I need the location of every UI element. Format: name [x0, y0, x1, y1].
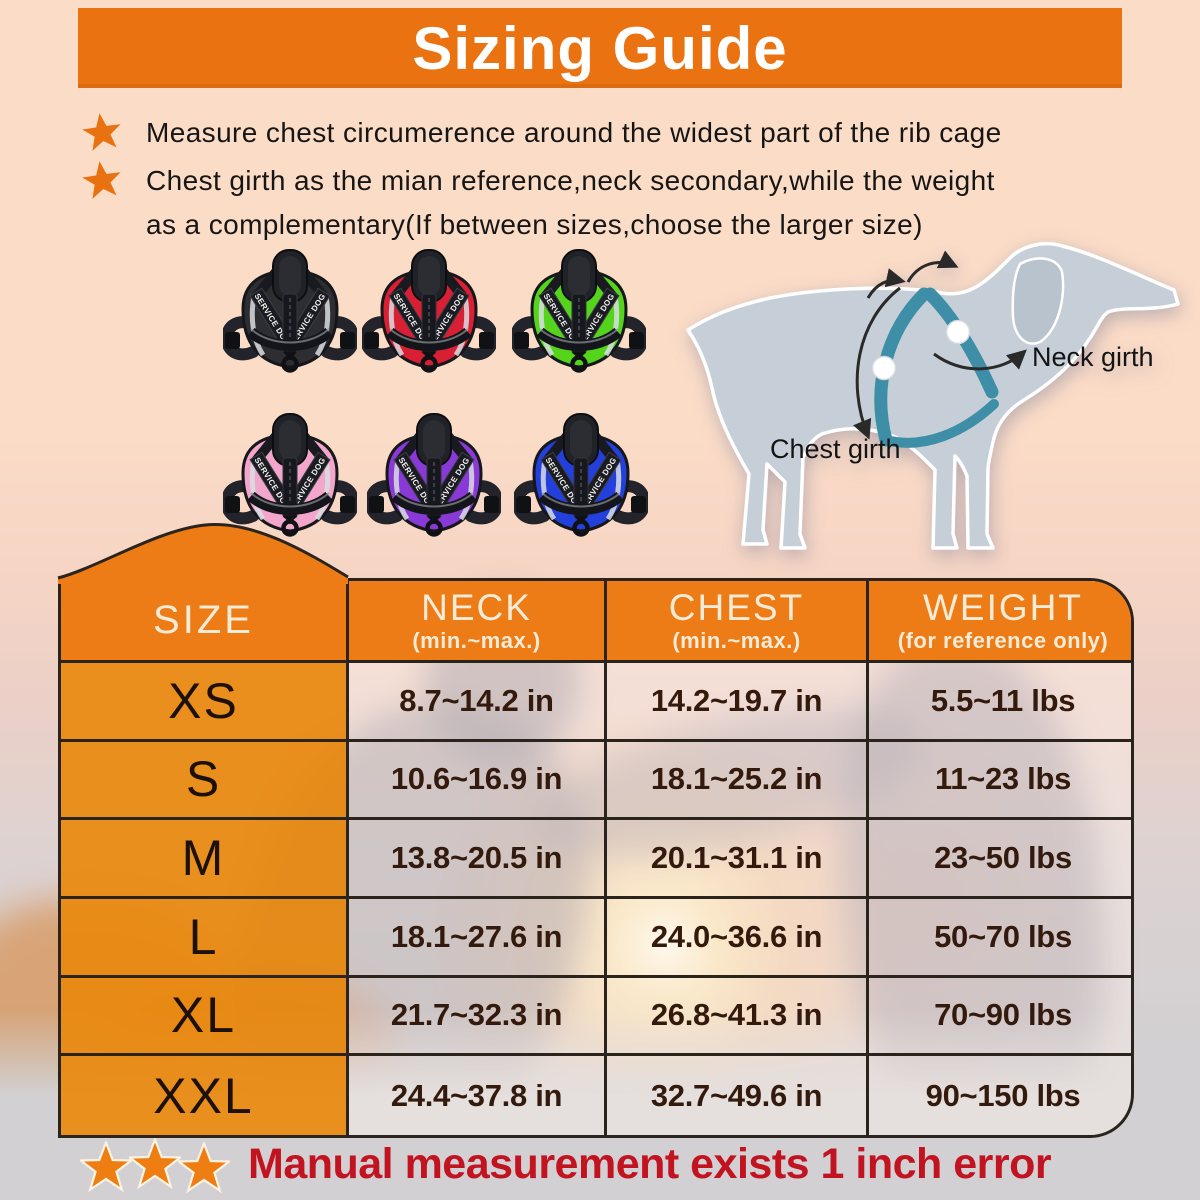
weight-cell: 5.5~11 lbs	[869, 663, 1131, 742]
harness-handle-pad	[423, 420, 445, 460]
measurement-error-note: Manual measurement exists 1 inch error	[248, 1140, 1052, 1188]
harness-right-buckle	[484, 496, 499, 513]
size-cell: M	[61, 820, 349, 899]
neck-arrow-bottom	[933, 349, 1027, 371]
harness-handle-pad	[570, 420, 592, 460]
chest-cell: 14.2~19.7 in	[607, 663, 869, 742]
chest-arrow-top	[866, 268, 906, 299]
chest-strap-edge	[389, 328, 469, 344]
harness-handle-pad	[279, 256, 301, 296]
harness-handle-pad	[279, 420, 301, 460]
neck-cell: 13.8~20.5 in	[349, 820, 607, 899]
harness-pink: SERVICE DOG SERVICE DOG	[223, 413, 357, 537]
harness-left-buckle	[225, 332, 240, 349]
leash-ring	[281, 519, 299, 537]
chest-cell: 20.1~31.1 in	[607, 820, 869, 899]
title-banner: Sizing Guide	[78, 8, 1122, 88]
chest-cell: 32.7~49.6 in	[607, 1056, 869, 1135]
neck-measure-point	[945, 319, 971, 345]
neck-cell: 10.6~16.9 in	[349, 741, 607, 821]
harness-right-buckle	[631, 496, 646, 513]
harness-right-buckle	[340, 332, 355, 349]
harness-left-buckle	[364, 332, 379, 349]
size-column-hump	[57, 522, 349, 584]
neck-cell: 24.4~37.8 in	[349, 1056, 607, 1135]
size-cell: XXL	[61, 1056, 349, 1135]
harness-left-buckle	[225, 496, 240, 513]
chest-strap	[536, 327, 622, 351]
weight-cell: 70~90 lbs	[869, 977, 1131, 1057]
harness-left-buckle	[514, 332, 529, 349]
star-icon	[82, 113, 121, 151]
size-cell: XS	[61, 663, 349, 742]
harness-left-buckle	[369, 496, 384, 513]
neck-cell: 18.1~27.6 in	[349, 898, 607, 978]
header-chest: CHEST (min.~max.)	[607, 581, 869, 663]
harness-right-buckle	[340, 496, 355, 513]
weight-cell: 23~50 lbs	[869, 820, 1131, 899]
harness-right-buckle	[479, 332, 494, 349]
harness-bottom-band	[881, 399, 999, 448]
star-icon	[129, 1138, 181, 1189]
harness-handle-pad	[418, 256, 440, 296]
neck-girth-label: Neck girth	[1032, 342, 1154, 372]
weight-cell: 90~150 lbs	[869, 1056, 1131, 1135]
chest-arrow-main	[853, 286, 901, 440]
header-size: SIZE	[61, 581, 349, 663]
neck-cell: 8.7~14.2 in	[349, 663, 607, 742]
dog-ear	[1011, 257, 1065, 345]
chest-strap-edge	[539, 328, 619, 344]
harness-right-buckle	[629, 332, 644, 349]
chest-girth-label: Chest girth	[770, 434, 901, 464]
harness-blue: SERVICE DOG SERVICE DOG	[514, 413, 648, 537]
star-icon	[178, 1142, 230, 1193]
harness-purple: SERVICE DOG SERVICE DOG	[367, 413, 501, 537]
neck-arrow-top	[906, 250, 959, 283]
leash-ring	[425, 519, 443, 537]
size-cell: XL	[61, 977, 349, 1057]
header-neck: NECK (min.~max.)	[349, 581, 607, 663]
chest-strap-edge	[541, 492, 621, 508]
harness-left-buckle	[516, 496, 531, 513]
chest-strap	[538, 491, 624, 515]
bullet-text-2b: as a complementary(If between sizes,choo…	[146, 209, 923, 240]
dog-measurement-diagram: Neck girth Chest girth	[686, 241, 1180, 550]
harness-handle-pad	[568, 256, 590, 296]
size-cell: L	[61, 898, 349, 978]
chest-strap-edge	[394, 492, 474, 508]
page-title: Sizing Guide	[412, 14, 788, 82]
leash-ring	[570, 355, 588, 373]
neck-cell: 21.7~32.3 in	[349, 977, 607, 1057]
chest-cell: 18.1~25.2 in	[607, 741, 869, 821]
chest-strap-edge	[250, 328, 330, 344]
chest-strap	[386, 327, 472, 351]
harness-green: SERVICE DOG SERVICE DOG	[512, 249, 646, 373]
chest-measure-point	[871, 355, 897, 381]
size-cell: S	[61, 741, 349, 821]
chest-strap	[391, 491, 477, 515]
leash-ring	[572, 519, 590, 537]
star-icon	[82, 161, 121, 199]
weight-cell: 11~23 lbs	[869, 741, 1131, 821]
star-icon	[80, 1141, 132, 1192]
leash-ring	[281, 355, 299, 373]
sizing-table: SIZE NECK (min.~max.) CHEST (min.~max.) …	[58, 578, 1134, 1138]
harness-red: SERVICE DOG SERVICE DOG	[362, 249, 496, 373]
leash-ring	[420, 355, 438, 373]
chest-strap	[247, 491, 333, 515]
chest-cell: 24.0~36.6 in	[607, 898, 869, 978]
chest-cell: 26.8~41.3 in	[607, 977, 869, 1057]
chest-strap	[247, 327, 333, 351]
chest-strap-edge	[250, 492, 330, 508]
weight-cell: 50~70 lbs	[869, 898, 1131, 978]
bullet-text-2: Chest girth as the mian reference,neck s…	[146, 165, 995, 196]
bullet-text-1: Measure chest circumerence around the wi…	[146, 117, 1002, 148]
harness-black: SERVICE DOG SERVICE DOG	[223, 249, 357, 373]
header-weight: WEIGHT (for reference only)	[869, 581, 1131, 663]
